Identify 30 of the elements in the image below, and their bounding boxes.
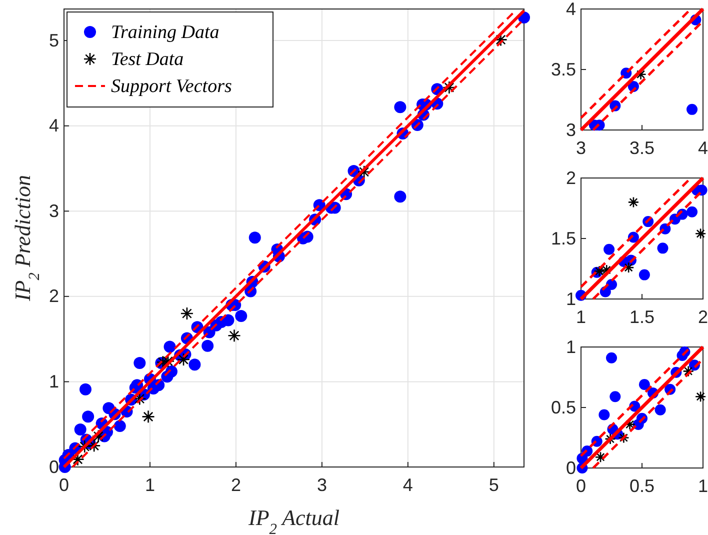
x-axis-title: IP$_{2}$ Actual — [248, 505, 340, 535]
y-tick-label: 3.5 — [550, 59, 576, 80]
x-tick-label: 3 — [316, 475, 327, 496]
x-tick-label: 4 — [402, 475, 413, 496]
x-tick-label: 3.5 — [629, 138, 655, 158]
x-tick-label: 5 — [488, 475, 499, 496]
legend-label: Training Data — [111, 22, 220, 43]
y-tick-label: 0 — [48, 456, 59, 477]
y-tick-label: 5 — [48, 30, 59, 50]
y-tick-label: 1.5 — [550, 228, 576, 248]
legend-label: Test Data — [111, 49, 184, 70]
y-tick-label: 3 — [566, 120, 576, 140]
y-tick-label: 4 — [48, 116, 59, 136]
x-tick-label: 0.5 — [629, 476, 655, 496]
y-tick-label: 0.5 — [550, 397, 576, 418]
y-tick-label: 1 — [48, 371, 59, 392]
y-tick-label: 2 — [566, 168, 576, 188]
x-tick-label: 1 — [144, 475, 155, 496]
y-tick-label: 2 — [48, 286, 59, 306]
y-tick-label: 3 — [48, 200, 59, 221]
x-tick-label: 2 — [230, 475, 241, 496]
x-tick-label: 1.5 — [629, 307, 655, 328]
y-tick-label: 1 — [566, 288, 576, 309]
y-tick-label: 4 — [566, 0, 576, 19]
x-tick-label: 1 — [698, 476, 708, 496]
legend-label: Support Vectors — [111, 76, 232, 97]
x-tick-label: 4 — [698, 138, 708, 158]
y-tick-label: 1 — [566, 336, 576, 357]
y-tick-label: 0 — [566, 458, 576, 478]
x-tick-label: 2 — [698, 307, 708, 328]
